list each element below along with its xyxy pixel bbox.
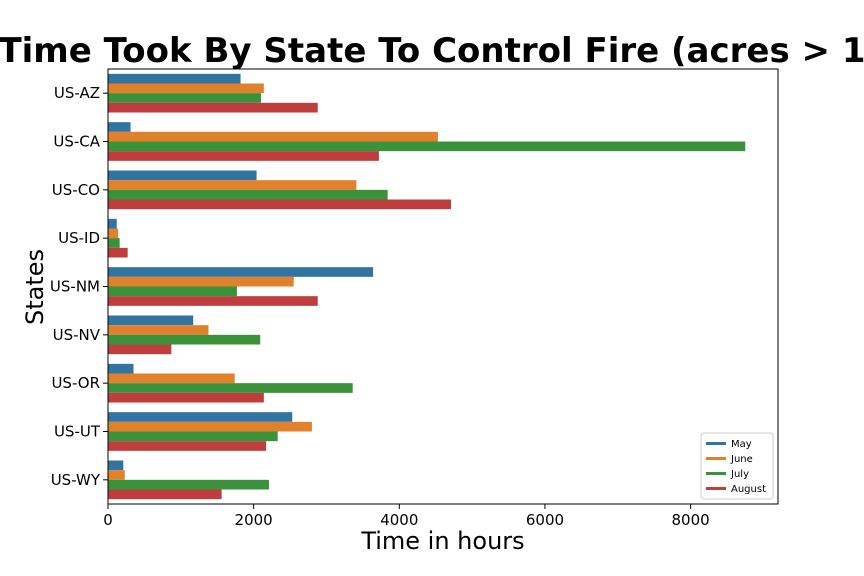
legend-label-august: August	[731, 484, 766, 495]
bar-us-nm-august	[108, 296, 318, 306]
bars-group	[108, 73, 746, 500]
bar-us-id-july	[108, 238, 120, 248]
bar-us-ca-june	[108, 131, 438, 142]
bar-us-az-may	[108, 73, 241, 84]
y-tick-label: US-CA	[53, 133, 100, 151]
bar-us-ut-july	[108, 431, 278, 442]
bar-us-or-july	[108, 383, 353, 393]
legend-label-june: June	[730, 454, 753, 465]
bar-us-co-june	[108, 180, 357, 190]
x-tick-label: 0	[103, 511, 113, 529]
y-axis: US-AZ US-CA US-CO US-ID US-NM US-NV US-OR US-UT…	[50, 84, 108, 489]
y-tick-label: US-ID	[58, 229, 100, 247]
bar-us-ut-may	[108, 412, 293, 422]
bar-us-nv-june	[108, 325, 209, 335]
bar-us-az-august	[108, 102, 318, 113]
x-tick-label: 6000	[526, 511, 564, 529]
bar-us-id-june	[108, 228, 119, 239]
bar-us-co-may	[108, 170, 257, 181]
bar-us-az-june	[108, 83, 264, 94]
y-tick-label: US-NM	[50, 278, 100, 296]
x-axis-label: Time in hours	[360, 527, 524, 555]
bar-us-az-july	[108, 93, 261, 103]
legend: May June July August	[700, 432, 774, 500]
bar-us-or-may	[108, 363, 134, 374]
bar-us-wy-june	[108, 470, 125, 480]
bar-us-or-august	[108, 392, 264, 403]
y-tick-label: US-WY	[51, 471, 101, 489]
chart-title: Time Took By State To Control Fire (acre…	[0, 31, 864, 71]
bar-us-id-may	[108, 218, 117, 229]
bar-us-wy-may	[108, 460, 124, 471]
bar-us-wy-august	[108, 489, 222, 500]
bar-us-ut-june	[108, 421, 312, 432]
x-tick-label: 4000	[380, 511, 418, 529]
x-tick-label: 8000	[672, 511, 710, 529]
bar-us-nm-may	[108, 267, 374, 277]
bar-us-ca-august	[108, 151, 379, 161]
bar-us-nm-june	[108, 276, 294, 287]
bar-us-nv-august	[108, 344, 172, 355]
bar-us-nv-july	[108, 334, 261, 345]
y-tick-label: US-NV	[53, 326, 101, 344]
bar-us-id-august	[108, 247, 128, 258]
bar-us-ca-may	[108, 122, 131, 132]
bar-us-co-july	[108, 189, 388, 200]
y-tick-label: US-CO	[52, 181, 100, 199]
y-tick-label: US-UT	[54, 423, 101, 441]
x-axis: 0 2000 4000 6000 8000	[103, 504, 710, 529]
bar-us-ut-august	[108, 441, 267, 451]
bar-us-co-august	[108, 199, 452, 210]
bar-us-ca-july	[108, 141, 746, 152]
bar-us-wy-july	[108, 479, 269, 490]
y-tick-label: US-OR	[51, 374, 100, 392]
legend-label-july: July	[730, 469, 749, 480]
legend-box	[700, 432, 774, 500]
bar-us-nv-may	[108, 315, 194, 326]
y-tick-label: US-AZ	[54, 84, 100, 102]
y-axis-label: States	[21, 249, 49, 325]
bar-us-or-june	[108, 373, 235, 384]
x-tick-label: 2000	[235, 511, 273, 529]
legend-label-may: May	[731, 439, 752, 450]
bar-us-nm-july	[108, 286, 237, 297]
